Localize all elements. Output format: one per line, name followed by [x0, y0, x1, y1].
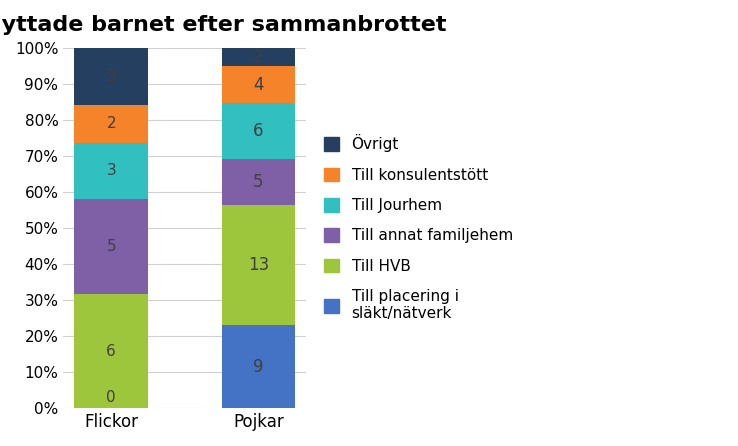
Bar: [221, 205, 295, 325]
Text: 13: 13: [248, 256, 269, 274]
Text: 5: 5: [253, 173, 263, 191]
Text: 2: 2: [106, 116, 116, 131]
Text: 2: 2: [253, 48, 263, 66]
Bar: [75, 48, 148, 104]
Bar: [221, 325, 295, 408]
Text: 9: 9: [253, 358, 263, 376]
Text: 0: 0: [106, 389, 116, 405]
Text: 4: 4: [253, 76, 263, 94]
Text: 6: 6: [106, 344, 116, 359]
Bar: [75, 294, 148, 408]
Text: 6: 6: [253, 122, 263, 140]
Bar: [221, 66, 295, 103]
Bar: [75, 104, 148, 143]
Title: Vart flyttade barnet efter sammanbrottet: Vart flyttade barnet efter sammanbrottet: [0, 15, 446, 35]
Text: 3: 3: [106, 164, 116, 178]
Bar: [221, 48, 295, 66]
Legend: Övrigt, Till konsulentstött, Till Jourhem, Till annat familjehem, Till HVB, Till: Övrigt, Till konsulentstött, Till Jourhe…: [317, 127, 520, 329]
Bar: [75, 143, 148, 199]
Text: 3: 3: [106, 69, 116, 83]
Bar: [75, 199, 148, 294]
Text: 5: 5: [106, 240, 116, 254]
Bar: [221, 159, 295, 205]
Bar: [221, 103, 295, 159]
